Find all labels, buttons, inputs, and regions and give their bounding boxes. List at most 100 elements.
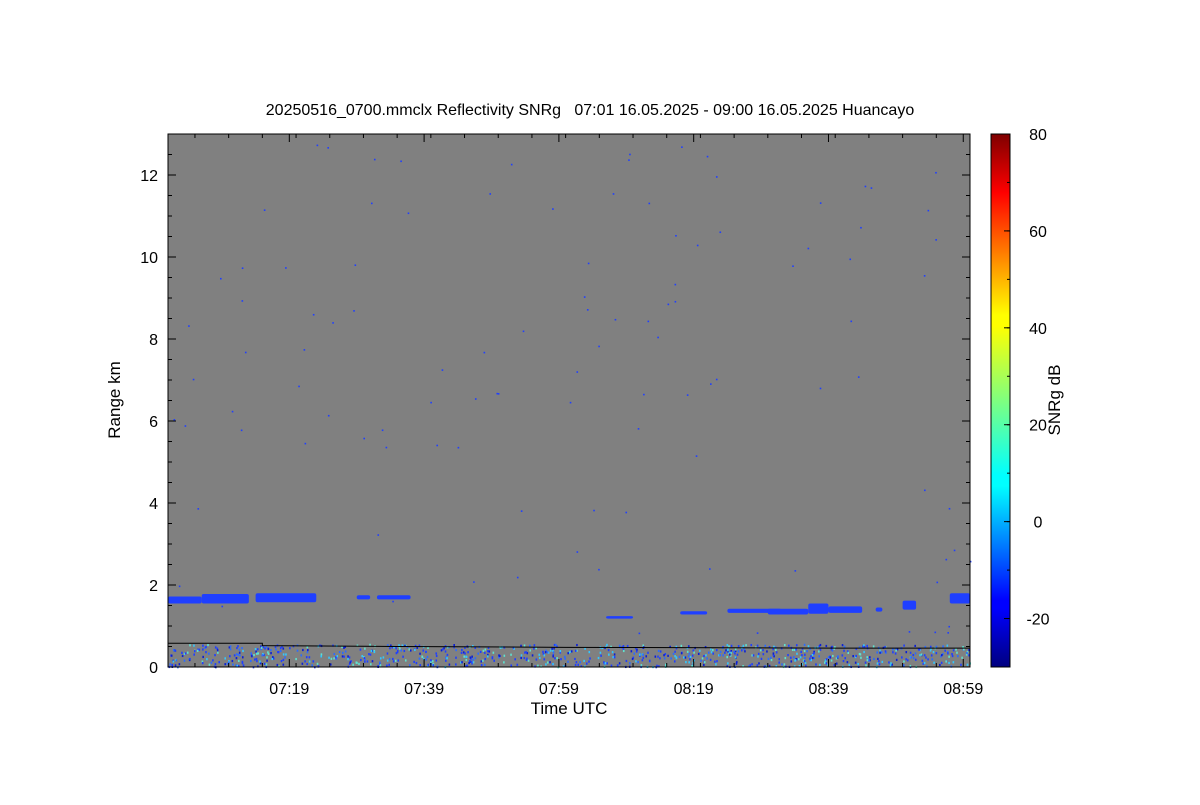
noise-speckle [901, 656, 903, 659]
noise-speckle [386, 664, 388, 667]
noise-speckle [961, 656, 963, 659]
noise-speckle [184, 425, 187, 427]
noise-speckle [687, 655, 690, 658]
noise-speckle [527, 659, 530, 662]
noise-speckle [697, 652, 700, 656]
noise-speckle [727, 662, 729, 665]
noise-speckle [320, 653, 323, 656]
noise-speckle [783, 643, 786, 647]
noise-speckle [896, 648, 899, 651]
noise-speckle [270, 649, 272, 652]
noise-speckle [873, 657, 875, 661]
noise-speckle [471, 655, 473, 658]
noise-speckle [210, 661, 213, 664]
noise-speckle [687, 645, 690, 648]
noise-speckle [196, 649, 199, 652]
noise-speckle [737, 645, 740, 648]
noise-speckle [715, 663, 717, 666]
noise-speckle [446, 657, 448, 660]
noise-speckle [552, 655, 554, 658]
colorbar-tick-label: -20 [1026, 612, 1049, 629]
noise-speckle [256, 660, 258, 663]
noise-speckle [567, 652, 569, 655]
noise-speckle [860, 226, 862, 229]
noise-speckle [574, 649, 577, 652]
noise-speckle [716, 660, 718, 663]
noise-speckle [806, 650, 808, 653]
noise-speckle [772, 652, 775, 655]
noise-speckle [579, 661, 581, 664]
noise-speckle [906, 659, 909, 662]
noise-speckle [398, 644, 400, 647]
noise-speckle [914, 644, 916, 648]
noise-speckle [688, 661, 690, 664]
noise-speckle [925, 656, 927, 659]
noise-speckle [487, 653, 489, 657]
noise-speckle [329, 663, 332, 666]
noise-speckle [341, 645, 343, 649]
noise-speckle [201, 662, 204, 665]
noise-speckle [430, 659, 432, 662]
noise-speckle [712, 648, 714, 652]
noise-speckle [371, 660, 374, 663]
noise-speckle [366, 660, 369, 663]
noise-speckle [178, 663, 181, 666]
noise-speckle [281, 645, 283, 648]
noise-speckle [204, 646, 206, 649]
noise-speckle [261, 654, 264, 657]
y-tick-label: 10 [140, 250, 158, 267]
noise-speckle [241, 660, 244, 663]
echo-layer [828, 606, 863, 613]
noise-speckle [905, 658, 908, 661]
noise-speckle [968, 648, 970, 652]
noise-speckle [255, 650, 257, 653]
noise-speckle [663, 654, 665, 657]
echo-layer [902, 600, 917, 610]
noise-speckle [675, 657, 678, 660]
noise-speckle [935, 239, 937, 241]
noise-speckle [706, 155, 709, 158]
noise-speckle [415, 661, 418, 665]
noise-speckle [598, 345, 600, 348]
noise-speckle [794, 659, 797, 662]
noise-speckle [250, 652, 252, 655]
noise-speckle [370, 649, 373, 653]
noise-speckle [426, 665, 429, 668]
noise-speckle [611, 651, 614, 654]
noise-speckle [396, 651, 399, 654]
noise-speckle [201, 660, 204, 663]
echo-layer [767, 608, 809, 615]
noise-speckle [259, 662, 262, 665]
noise-speckle [430, 401, 432, 404]
noise-speckle [929, 645, 932, 648]
noise-speckle [267, 652, 270, 655]
colorbar-tick-label: 0 [1034, 515, 1043, 532]
noise-speckle [613, 656, 616, 659]
noise-speckle [214, 663, 217, 666]
noise-speckle [802, 659, 805, 662]
y-axis-label: Range km [105, 361, 124, 438]
noise-speckle [787, 644, 790, 647]
noise-speckle [563, 655, 566, 658]
noise-speckle [224, 663, 227, 666]
noise-speckle [569, 401, 572, 404]
noise-speckle [312, 313, 315, 316]
noise-speckle [197, 508, 200, 510]
noise-speckle [306, 662, 308, 666]
noise-speckle [373, 650, 376, 654]
noise-speckle [479, 650, 482, 654]
noise-speckle [835, 662, 838, 665]
noise-speckle [523, 656, 526, 660]
noise-speckle [399, 647, 401, 650]
noise-speckle [400, 649, 402, 652]
noise-speckle [173, 649, 175, 652]
noise-speckle [869, 659, 871, 662]
noise-speckle [890, 662, 892, 665]
noise-speckle [862, 645, 864, 648]
noise-speckle [272, 656, 274, 659]
noise-speckle [645, 655, 648, 658]
noise-speckle [801, 654, 803, 657]
noise-speckle [474, 657, 477, 660]
noise-speckle [445, 656, 447, 659]
noise-speckle [524, 651, 526, 654]
